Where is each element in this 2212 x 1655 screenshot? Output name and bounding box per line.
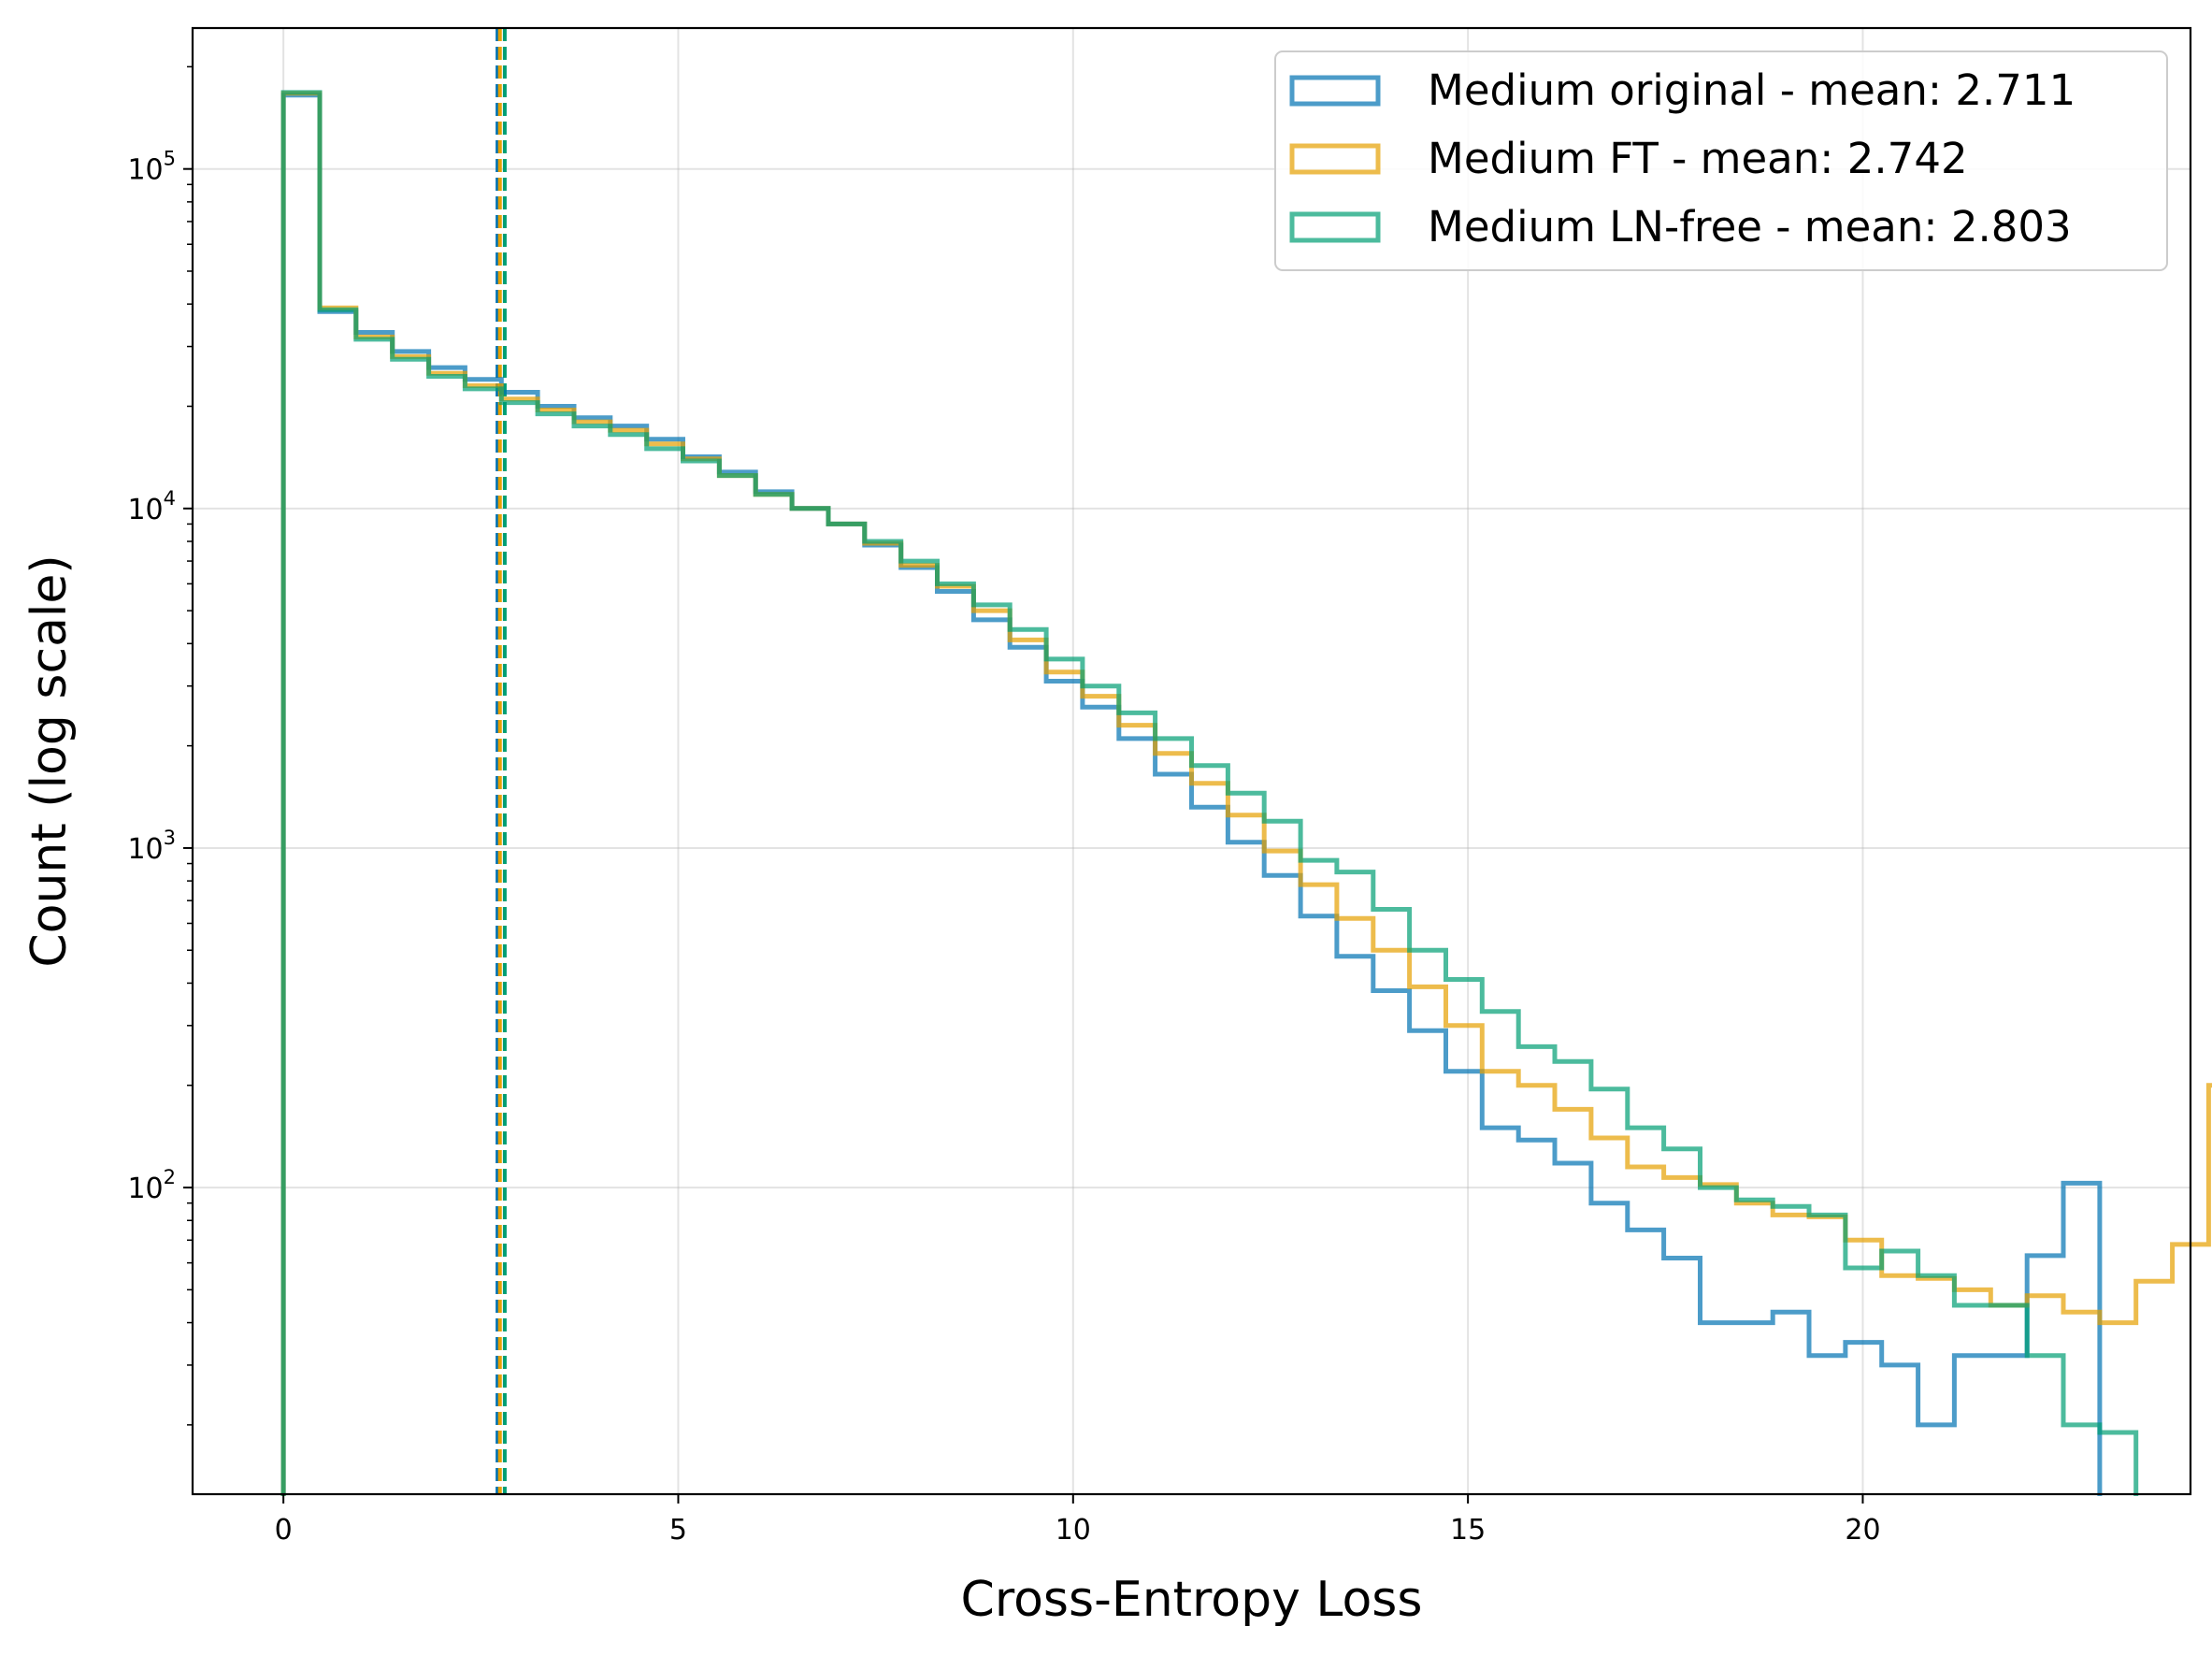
- x-axis-ticks: 0 5 10 15 20: [275, 1494, 1881, 1547]
- legend-label-1: Medium original - mean: 2.711: [1428, 65, 2076, 115]
- y-axis-ticks: 102 103 104 105: [127, 65, 193, 1426]
- x-tick-label: 10: [1056, 1514, 1091, 1547]
- x-tick-label: 20: [1845, 1514, 1880, 1547]
- y-tick-label: 105: [127, 148, 176, 187]
- mean-lines: [496, 28, 507, 1494]
- y-tick-label: 104: [127, 487, 176, 526]
- x-tick-label: 5: [669, 1514, 687, 1547]
- plot-frame: [191, 26, 2192, 1496]
- legend-box: [1274, 50, 2168, 271]
- x-tick-label: 15: [1450, 1514, 1486, 1547]
- series-1-histogram: [280, 93, 2103, 1496]
- legend-swatch-2: [1289, 143, 1381, 175]
- legend-swatch-3: [1289, 211, 1381, 243]
- legend-label-2: Medium FT - mean: 2.742: [1428, 134, 1968, 183]
- series-3-histogram: [280, 90, 2139, 1496]
- series-group: [280, 90, 2212, 1496]
- y-axis-label: Count (log scale): [22, 554, 78, 967]
- legend: Medium original - mean: 2.711 Medium FT -…: [1274, 50, 2168, 271]
- y-tick-label: 103: [127, 827, 176, 866]
- y-tick-label: 102: [127, 1166, 176, 1205]
- x-tick-label: 0: [275, 1514, 293, 1547]
- legend-swatch-1: [1289, 75, 1381, 107]
- x-axis-label: Cross-Entropy Loss: [961, 1572, 1423, 1628]
- legend-label-3: Medium LN-free - mean: 2.803: [1428, 202, 2072, 252]
